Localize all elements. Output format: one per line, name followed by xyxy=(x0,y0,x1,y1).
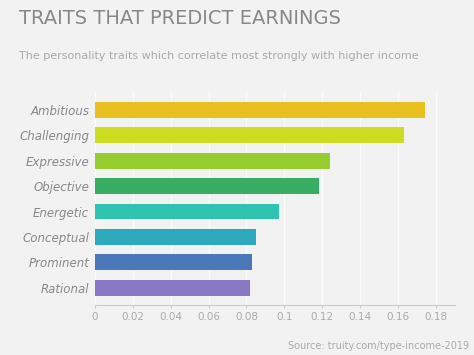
Bar xyxy=(95,102,425,118)
Bar xyxy=(95,204,279,219)
Bar xyxy=(95,127,404,143)
Bar xyxy=(95,178,319,194)
Bar xyxy=(95,280,250,296)
Text: TRAITS THAT PREDICT EARNINGS: TRAITS THAT PREDICT EARNINGS xyxy=(19,9,341,28)
Bar xyxy=(95,153,330,169)
Text: The personality traits which correlate most strongly with higher income: The personality traits which correlate m… xyxy=(19,51,419,61)
Bar xyxy=(95,255,252,270)
Bar xyxy=(95,229,256,245)
Text: Source: truity.com/type-income-2019: Source: truity.com/type-income-2019 xyxy=(288,342,469,351)
